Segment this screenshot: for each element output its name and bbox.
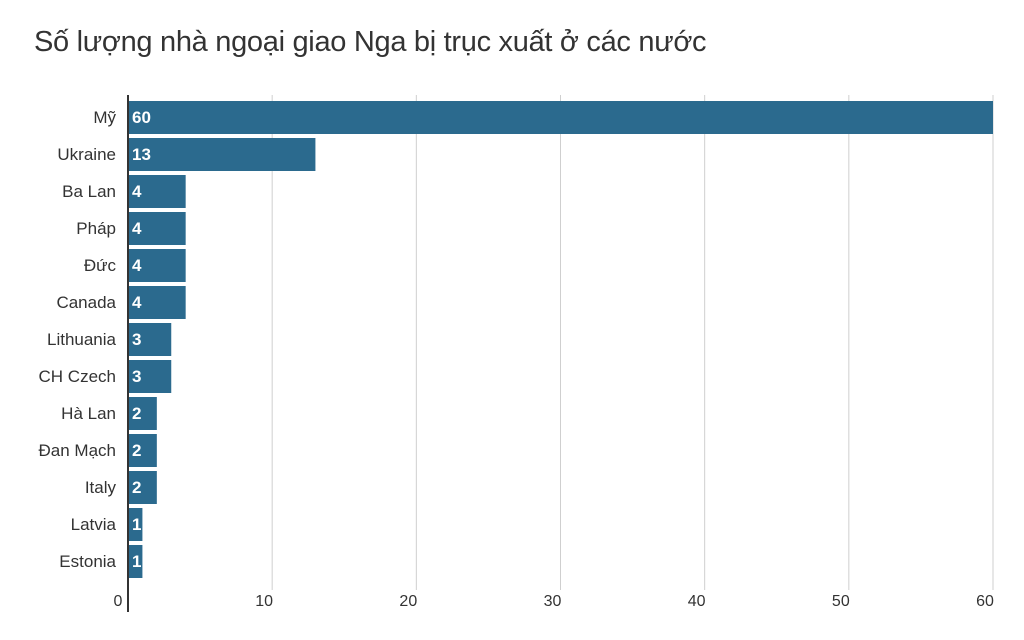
bar [128, 545, 143, 578]
data-label: 4 [132, 182, 142, 201]
data-label: 4 [132, 256, 142, 275]
x-tick-label: 30 [544, 593, 562, 610]
bar [128, 175, 186, 208]
bar [128, 286, 186, 319]
bar [128, 138, 316, 171]
data-label: 1 [132, 515, 141, 534]
bar [128, 397, 157, 430]
chart-title: Số lượng nhà ngoại giao Nga bị trục xuất… [34, 26, 707, 58]
category-label: Hà Lan [61, 404, 116, 423]
bar [128, 323, 172, 356]
bar [128, 471, 157, 504]
category-label: Đức [84, 256, 117, 275]
data-label: 2 [132, 478, 141, 497]
category-label: Latvia [71, 515, 117, 534]
data-label: 3 [132, 330, 141, 349]
category-label: Ba Lan [62, 182, 116, 201]
bar [128, 434, 157, 467]
category-label: Mỹ [93, 108, 116, 127]
category-label: Canada [56, 293, 116, 312]
x-tick-label: 60 [976, 593, 994, 610]
category-label: Ukraine [57, 145, 116, 164]
bar [128, 101, 993, 134]
category-label: CH Czech [39, 367, 116, 386]
bar [128, 360, 172, 393]
data-label: 2 [132, 404, 141, 423]
data-label: 4 [132, 219, 142, 238]
x-tick-label: 0 [114, 593, 123, 610]
data-label: 4 [132, 293, 142, 312]
x-tick-label: 50 [832, 593, 850, 610]
category-label: Estonia [59, 552, 116, 571]
bar [128, 249, 186, 282]
x-tick-label: 10 [255, 593, 273, 610]
bar [128, 508, 143, 541]
data-label: 3 [132, 367, 141, 386]
x-tick-label: 20 [399, 593, 417, 610]
data-label: 1 [132, 552, 141, 571]
category-label: Italy [85, 478, 117, 497]
category-label: Đan Mạch [39, 441, 116, 460]
data-label: 13 [132, 145, 151, 164]
data-label: 2 [132, 441, 141, 460]
category-label: Pháp [76, 219, 116, 238]
x-tick-label: 40 [688, 593, 706, 610]
category-label: Lithuania [47, 330, 117, 349]
data-label: 60 [132, 108, 151, 127]
bar [128, 212, 186, 245]
